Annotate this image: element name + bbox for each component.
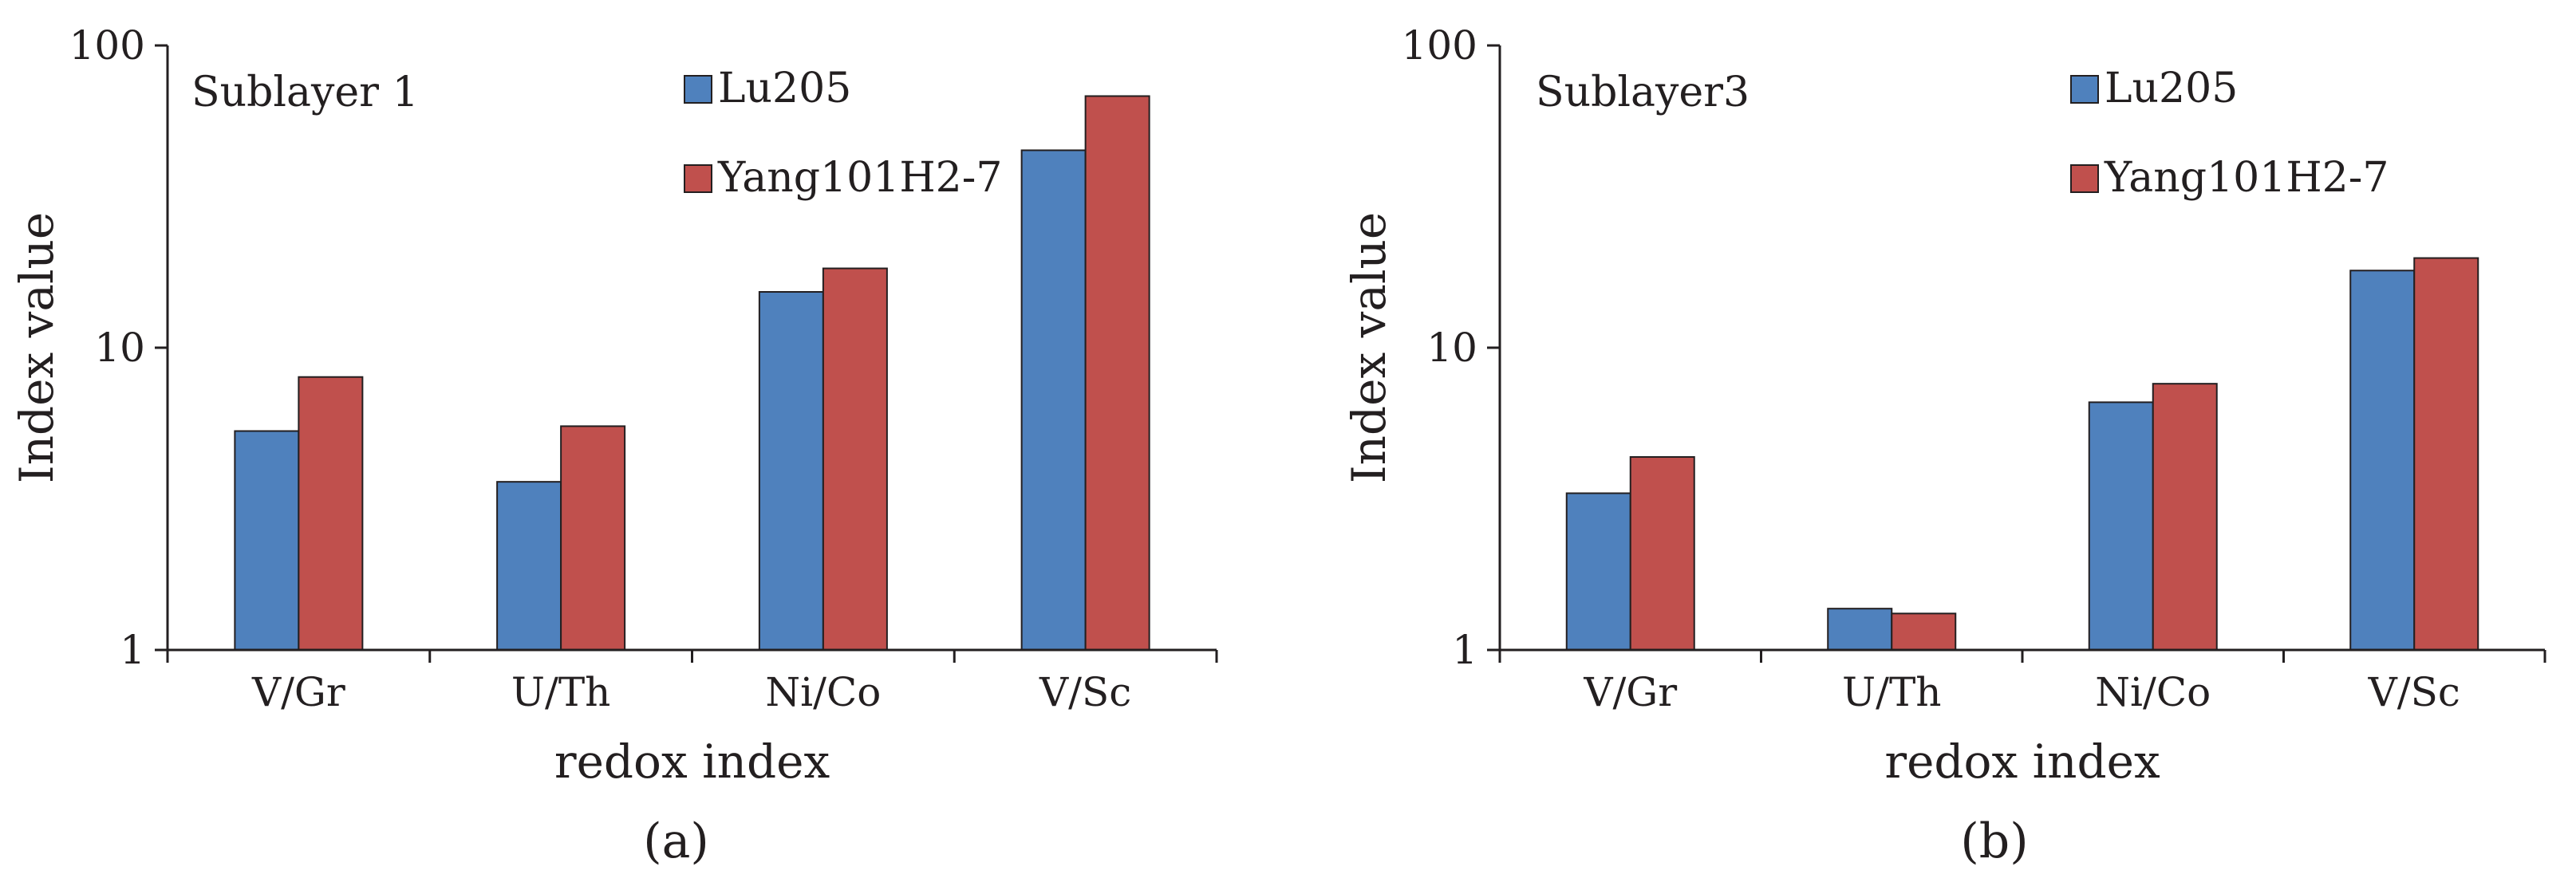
bar-yang101h2-7-ni-co (2152, 383, 2218, 651)
panel-label: (b) (1960, 813, 2028, 869)
legend-label: Lu205 (718, 65, 851, 112)
x-tick-label: V/Sc (1039, 669, 1131, 715)
y-axis-title: Index value (10, 212, 64, 483)
bar-yang101h2-7-ni-co (822, 267, 888, 651)
x-tick-label: V/Sc (2368, 669, 2460, 715)
bar-lu205-v-sc (2349, 270, 2416, 651)
y-tick-label: 10 (1426, 325, 1477, 371)
bar-yang101h2-7-u-th (1891, 612, 1957, 652)
x-tick-label: U/Th (511, 669, 611, 715)
chart-panel-a: V/Gr U/Th Ni/Co V/Sc 1 10 100 redox index Index … (10, 22, 1218, 869)
y-tick-label: 1 (1452, 627, 1477, 673)
bar-lu205-v-gr (1565, 492, 1631, 651)
chart-title: Sublayer 1 (191, 69, 419, 116)
legend-label: Lu205 (2105, 65, 2238, 112)
bar-lu205-v-sc (1020, 149, 1087, 652)
y-tick-label: 1 (120, 627, 145, 673)
x-tick-label: V/Gr (251, 669, 345, 715)
legend-label: Yang101H2-7 (717, 154, 1002, 202)
bar-lu205-ni-co (2088, 401, 2154, 651)
x-axis-title: redox index (554, 734, 830, 789)
legend-label: Yang101H2-7 (2104, 154, 2389, 202)
y-tick-label: 100 (69, 22, 145, 69)
x-tick-label: Ni/Co (765, 669, 881, 715)
bar-yang101h2-7-v-gr (1629, 456, 1695, 651)
bar-lu205-u-th (496, 481, 562, 652)
y-tick-label: 10 (94, 325, 145, 371)
legend-swatch-yang101h2-7 (2070, 164, 2099, 193)
legend-swatch-lu205 (684, 75, 712, 104)
chart-panel-b: V/Gr U/Th Ni/Co V/Sc 1 10 100 redox index Index … (1342, 22, 2546, 869)
x-tick-label: V/Gr (1583, 669, 1677, 715)
legend-swatch-lu205 (2070, 75, 2099, 104)
bar-yang101h2-7-u-th (560, 425, 626, 651)
y-tick-label: 100 (1402, 22, 1477, 69)
bar-yang101h2-7-v-gr (298, 376, 364, 651)
y-axis-title: Index value (1342, 212, 1396, 483)
x-tick-label: U/Th (1842, 669, 1942, 715)
x-tick-label: Ni/Co (2095, 669, 2211, 715)
bar-lu205-v-gr (234, 430, 300, 651)
chart-title: Sublayer3 (1536, 69, 1750, 116)
bar-lu205-u-th (1827, 608, 1893, 652)
x-axis-title: redox index (1884, 734, 2160, 789)
bar-lu205-ni-co (758, 291, 824, 651)
bar-yang101h2-7-v-sc (1084, 95, 1150, 651)
legend-swatch-yang101h2-7 (684, 164, 712, 193)
panel-label: (a) (643, 813, 709, 869)
bar-yang101h2-7-v-sc (2413, 257, 2479, 651)
